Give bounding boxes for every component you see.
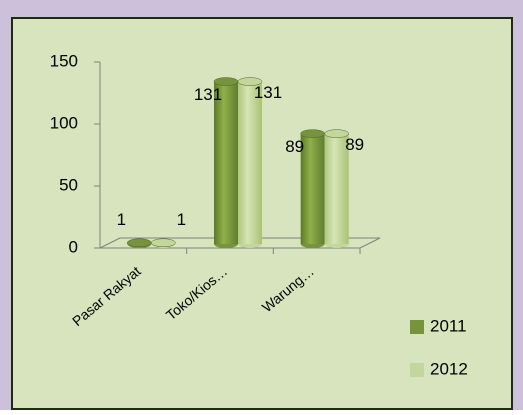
bar-part [300,129,325,138]
bar-part [127,238,152,248]
bar-part [214,81,238,244]
legend-swatch [410,320,424,334]
y-tick-label: 150 [50,51,78,70]
bar [151,238,176,248]
bar [237,77,263,248]
bar [300,129,325,248]
bar-part [237,77,263,86]
bar-part [238,81,262,244]
value-label: 89 [285,137,304,156]
y-tick-label: 100 [50,113,78,132]
value-label: 89 [345,135,364,154]
legend-label: 2012 [430,359,468,378]
bar [324,129,349,248]
value-label: 1 [117,210,126,229]
value-label: 1 [177,210,186,229]
legend-label: 2011 [430,316,467,335]
bar-part [324,129,349,138]
legend-swatch [410,363,424,377]
bar [127,238,152,248]
y-tick-label: 50 [59,175,78,194]
bar-part [324,133,349,244]
y-tick-label: 0 [69,237,78,256]
bar [213,77,239,248]
bar-part [151,238,176,248]
value-label: 131 [254,83,282,102]
bar-part [300,133,325,244]
value-label: 131 [194,85,222,104]
